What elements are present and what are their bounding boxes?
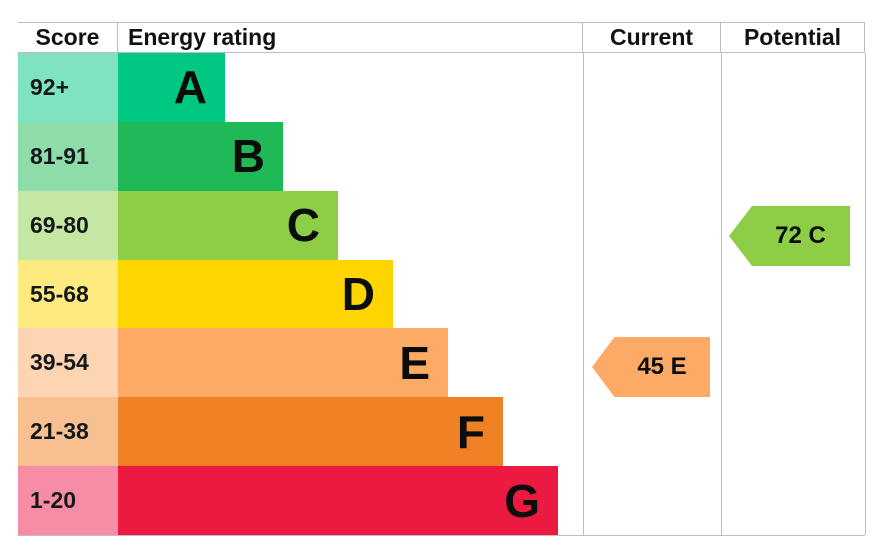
band-bar-f: F [118,397,503,467]
score-range-b: 81-91 [18,121,118,191]
band-rows: 92+ A 81-91 B 69-80 C 55-68 D 39-54 E 21… [18,53,865,536]
score-range-a: 92+ [18,53,118,122]
band-row-e: 39-54 E [18,328,865,398]
header-score: Score [18,23,118,52]
band-bar-d: D [118,259,393,329]
potential-column-divider [721,53,722,535]
current-rating-arrow: 45 E [592,337,710,397]
band-row-d: 55-68 D [18,259,865,329]
table-right-border [865,53,866,535]
band-bar-g: G [118,466,558,536]
score-range-f: 21-38 [18,397,118,467]
band-bar-c: C [118,190,338,260]
band-row-f: 21-38 F [18,397,865,467]
header-current: Current [583,23,721,52]
score-range-c: 69-80 [18,190,118,260]
band-bar-a: A [118,53,225,122]
table-header: Score Energy rating Current Potential [18,22,865,53]
score-range-e: 39-54 [18,328,118,398]
band-row-c: 69-80 C [18,190,865,260]
band-row-b: 81-91 B [18,121,865,191]
band-row-g: 1-20 G [18,466,865,536]
header-energy-rating: Energy rating [118,23,583,52]
header-potential: Potential [721,23,865,52]
potential-rating-arrow: 72 C [729,206,850,266]
band-row-a: 92+ A [18,53,865,122]
band-bar-e: E [118,328,448,398]
score-range-g: 1-20 [18,466,118,536]
band-bar-b: B [118,121,283,191]
current-column-divider [583,53,584,535]
score-range-d: 55-68 [18,259,118,329]
